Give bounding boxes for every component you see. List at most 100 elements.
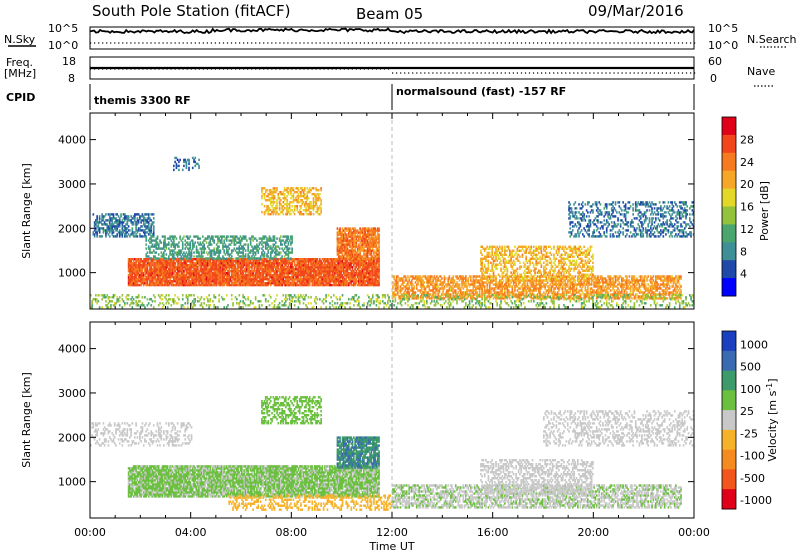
heatmap-cell: [313, 187, 315, 189]
heatmap-cell: [262, 245, 264, 247]
heatmap-cell: [166, 253, 168, 255]
heatmap-cell: [274, 235, 276, 237]
nave-tick-low: 0: [710, 72, 717, 85]
power-heatmap-cells: [90, 113, 694, 309]
heatmap-cell: [202, 255, 204, 257]
heatmap-cell: [178, 241, 180, 243]
heatmap-cell: [101, 235, 103, 237]
heatmap-cell: [276, 187, 278, 189]
noise-tick-left-high: 10^5: [48, 22, 78, 35]
heatmap-cell: [294, 213, 296, 215]
heatmap-cell: [264, 205, 266, 207]
nave-tick-high: 60: [708, 55, 722, 68]
heatmap-cell: [212, 235, 214, 237]
nsearch-label: N.Search: [747, 33, 797, 46]
noise-tick-left-low: 10^0: [48, 39, 78, 52]
heatmap-cell: [203, 243, 205, 245]
heatmap-cell: [137, 235, 139, 237]
freq-traces: [90, 68, 695, 73]
heatmap-cell: [291, 205, 293, 207]
heatmap-cell: [465, 275, 467, 277]
heatmap-cell: [470, 275, 472, 277]
heatmap-cell: [223, 249, 225, 251]
heatmap-cell: [289, 247, 291, 249]
heatmap-cell: [93, 213, 95, 215]
heatmap-cell: [148, 213, 150, 215]
heatmap-cell: [274, 195, 276, 197]
heatmap-cell: [179, 235, 181, 237]
heatmap-cell: [176, 237, 178, 239]
heatmap-cell: [145, 237, 147, 239]
heatmap-cell: [206, 241, 208, 243]
heatmap-cell: [220, 257, 222, 259]
heatmap-cell: [213, 247, 215, 249]
heatmap-cell: [280, 235, 282, 237]
heatmap-cell: [183, 235, 185, 237]
heatmap-cell: [153, 225, 155, 227]
heatmap-cell: [291, 235, 293, 237]
cpid-label: CPID: [6, 91, 35, 104]
heatmap-cell: [128, 225, 130, 227]
heatmap-cell: [476, 291, 478, 293]
heatmap-cell: [158, 257, 160, 259]
heatmap-cell: [298, 187, 300, 189]
heatmap-cell: [290, 257, 292, 259]
date-title: 09/Mar/2016: [588, 2, 684, 20]
heatmap-cell: [113, 213, 115, 215]
heatmap-cell: [449, 275, 451, 277]
heatmap-cell: [459, 283, 461, 285]
cpid-segment-1: themis 3300 RF: [94, 94, 191, 107]
heatmap-cell: [226, 257, 228, 259]
heatmap-cell: [211, 243, 213, 245]
heatmap-cell: [132, 227, 134, 229]
heatmap-cell: [161, 241, 163, 243]
nsky-label: N.Sky: [4, 33, 36, 46]
heatmap-cell: [109, 235, 111, 237]
heatmap-cell: [320, 187, 322, 189]
heatmap-cell: [339, 227, 341, 229]
heatmap-cell: [105, 213, 107, 215]
heatmap-cell: [288, 235, 290, 237]
heatmap-cell: [231, 255, 233, 257]
heatmap-cell: [452, 275, 454, 277]
heatmap-cell: [479, 275, 481, 277]
heatmap-cell: [303, 213, 305, 215]
nave-trace: [90, 69, 695, 73]
heatmap-cell: [245, 243, 247, 245]
heatmap-cell: [283, 213, 285, 215]
heatmap-cell: [308, 197, 310, 199]
heatmap-cell: [313, 213, 315, 215]
heatmap-cell: [200, 237, 202, 239]
heatmap-cell: [213, 257, 215, 259]
heatmap-cell: [245, 235, 247, 237]
heatmap-cell: [319, 193, 321, 195]
heatmap-cell: [150, 257, 152, 259]
heatmap-cell: [202, 235, 204, 237]
heatmap-cell: [168, 241, 170, 243]
heatmap-cell: [193, 251, 195, 253]
heatmap-cell: [415, 291, 417, 293]
heatmap-cell: [120, 213, 122, 215]
heatmap-cell: [304, 187, 306, 189]
heatmap-cell: [455, 289, 457, 291]
heatmap-cell: [264, 251, 266, 253]
heatmap-cell: [220, 249, 222, 251]
heatmap-cell: [378, 233, 380, 235]
heatmap-cell: [246, 239, 248, 241]
heatmap-cell: [274, 201, 276, 203]
heatmap-cell: [259, 247, 261, 249]
heatmap-cell: [445, 277, 447, 279]
heatmap-cell: [378, 227, 380, 229]
heatmap-cell: [99, 215, 101, 217]
heatmap-cell: [256, 239, 258, 241]
heatmap-cell: [223, 257, 225, 259]
heatmap-cell: [194, 241, 196, 243]
heatmap-cell: [196, 245, 198, 247]
heatmap-cell: [153, 213, 155, 215]
heatmap-cell: [213, 239, 215, 241]
heatmap-cell: [174, 257, 176, 259]
heatmap-cell: [178, 245, 180, 247]
heatmap-cell: [145, 247, 147, 249]
